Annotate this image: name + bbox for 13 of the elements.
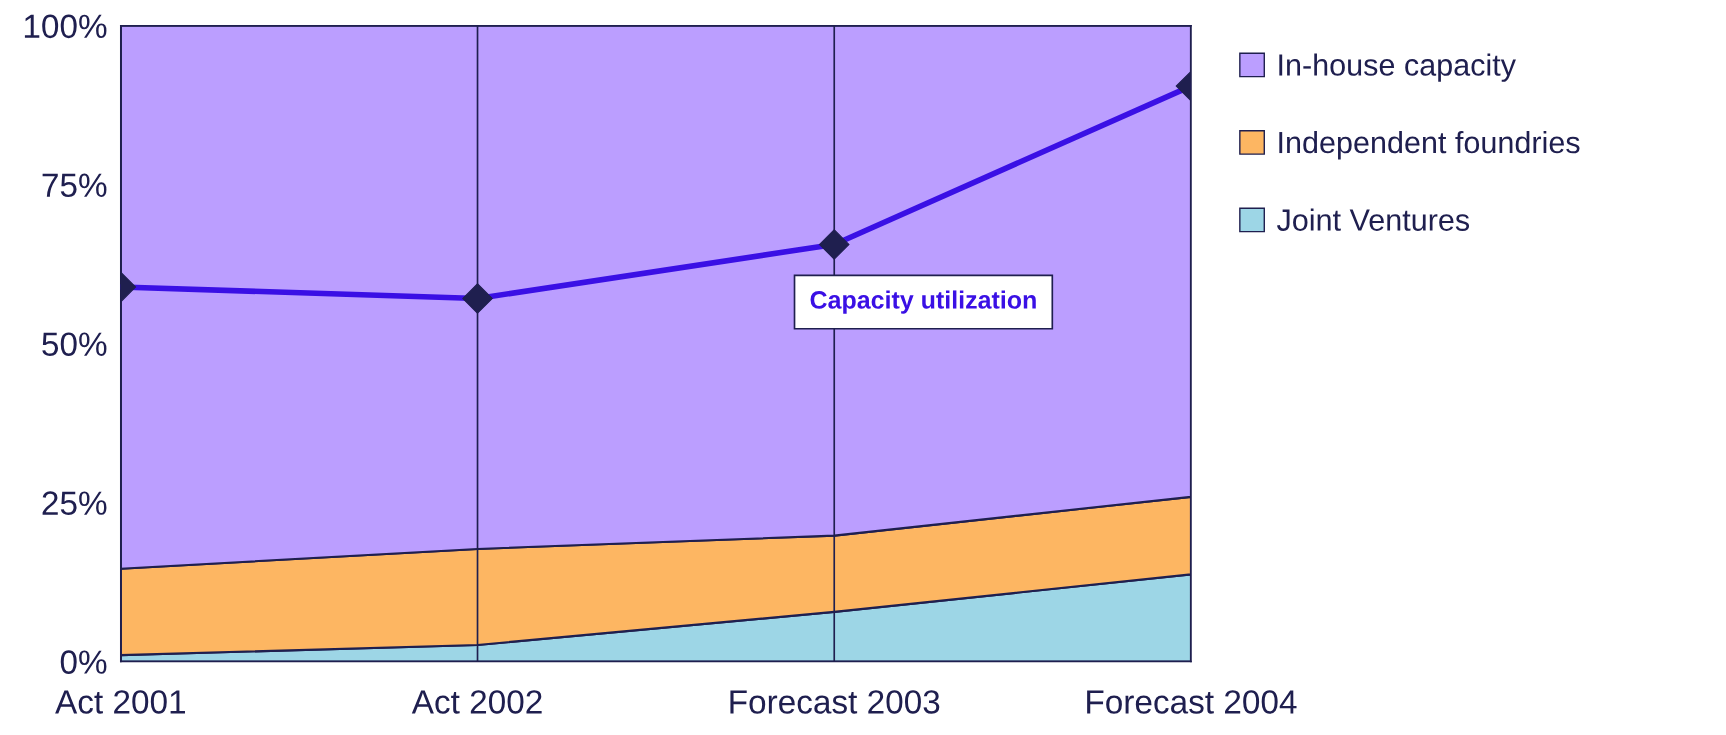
y-tick-label: 75% — [42, 173, 107, 198]
x-tick-label: Act 2001 — [55, 690, 185, 714]
legend-label: Joint Ventures — [1276, 208, 1470, 231]
legend-label: In-house capacity — [1279, 53, 1516, 82]
x-tick-label: Forecast 2003 — [730, 690, 940, 714]
y-tick-label: 100% — [24, 14, 107, 39]
x-tick-label: Forecast 2004 — [1087, 690, 1297, 714]
y-tick-label: 50% — [42, 332, 107, 357]
legend-label: Independent foundries — [1279, 130, 1580, 160]
series-label: Capacity utilization — [810, 290, 1036, 314]
x-tick-label: Act 2002 — [411, 690, 542, 714]
y-tick-label: 25% — [42, 491, 107, 515]
y-tick-label: 0% — [60, 650, 107, 674]
